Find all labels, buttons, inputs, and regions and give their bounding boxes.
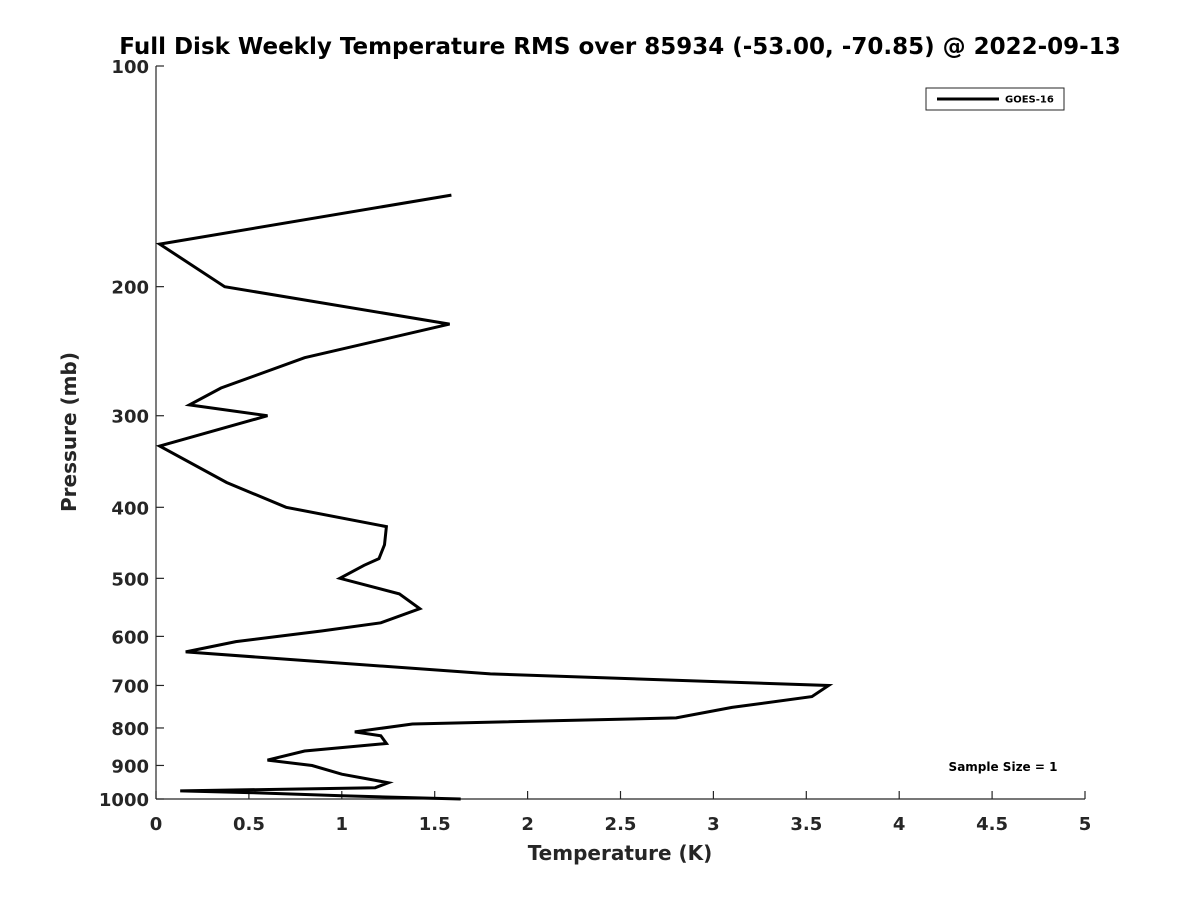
x-tick-label: 5 [1079, 814, 1092, 835]
y-axis-label: Pressure (mb) [57, 352, 81, 512]
x-tick-label: 0.5 [233, 814, 265, 835]
x-tick-label: 3 [707, 814, 720, 835]
chart-title: Full Disk Weekly Temperature RMS over 85… [119, 34, 1121, 60]
axes [155, 66, 1085, 800]
y-tick-label: 900 [111, 756, 149, 777]
legend: GOES-16 [925, 87, 1065, 111]
axis-ticks: 0 0.5 1 1.5 2 2.5 3 3.5 4 4.5 5 100 200 300 400 500 600 7… [99, 57, 1091, 835]
x-tick-label: 1 [336, 814, 349, 835]
x-tick-label: 2.5 [605, 814, 637, 835]
series-line [155, 193, 834, 801]
x-tick-label: 4 [893, 814, 906, 835]
x-tick-label: 1.5 [419, 814, 451, 835]
series-layer [155, 193, 834, 801]
legend-label: GOES-16 [1005, 95, 1054, 106]
y-tick-label: 600 [111, 627, 149, 648]
y-tick-label: 800 [111, 719, 149, 740]
y-tick-label: 1000 [99, 790, 149, 811]
y-tick-label: 700 [111, 676, 149, 697]
sample-size-annotation: Sample Size = 1 [949, 760, 1058, 774]
x-tick-label: 2 [521, 814, 534, 835]
x-tick-label: 0 [150, 814, 163, 835]
y-tick-label: 500 [111, 569, 149, 590]
x-axis-label: Temperature (K) [528, 841, 713, 865]
x-tick-label: 3.5 [790, 814, 822, 835]
y-tick-label: 100 [111, 57, 149, 78]
y-tick-label: 400 [111, 498, 149, 519]
y-tick-label: 200 [111, 278, 149, 299]
x-tick-label: 4.5 [976, 814, 1008, 835]
y-tick-label: 300 [111, 407, 149, 428]
